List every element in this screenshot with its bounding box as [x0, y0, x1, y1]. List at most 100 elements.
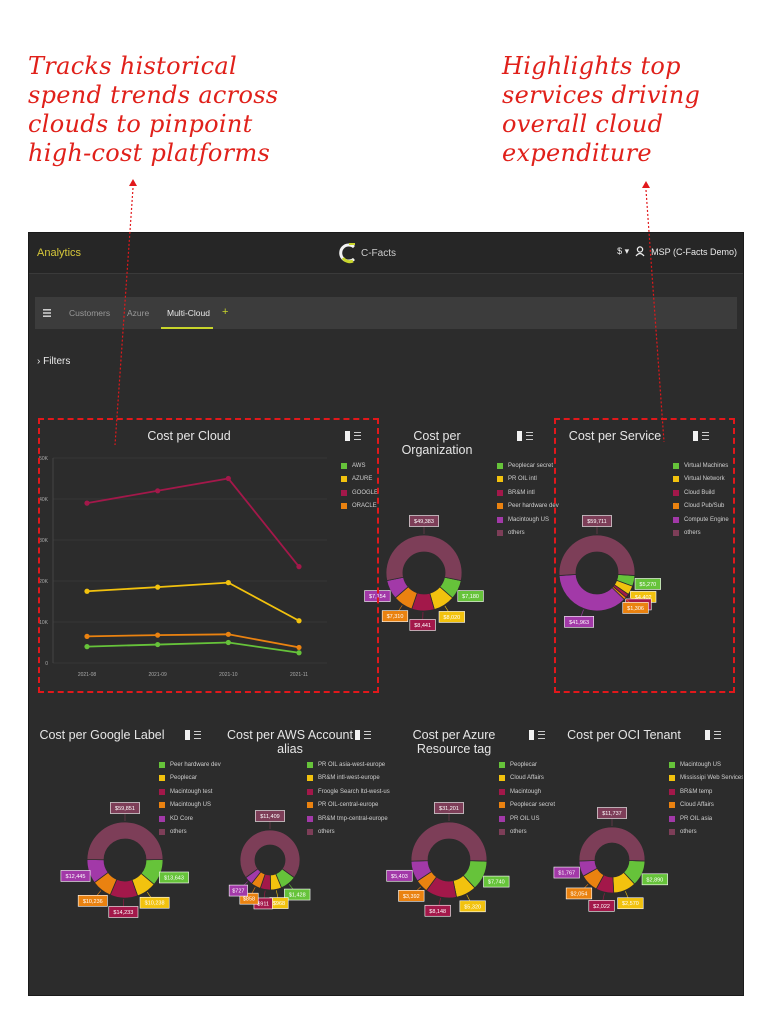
- legend-item[interactable]: Macintough: [499, 785, 555, 799]
- data-point: [225, 639, 231, 646]
- legend-item[interactable]: PR OIL-central-europe: [307, 799, 390, 813]
- user-icon[interactable]: [635, 246, 645, 257]
- data-label: $1,428: [289, 893, 306, 899]
- legend-item[interactable]: others: [669, 826, 743, 840]
- data-point: [225, 475, 231, 482]
- data-label: $10,236: [83, 899, 103, 905]
- legend-item[interactable]: Macintough US: [159, 799, 221, 813]
- panel-title: Cost per Organization: [401, 429, 473, 457]
- legend-item[interactable]: KD Core: [159, 812, 221, 826]
- legend-item[interactable]: Virtual Machines: [673, 459, 729, 473]
- legend-item[interactable]: AZURE: [341, 473, 378, 487]
- legend-swatch: [669, 815, 675, 822]
- tab-azure[interactable]: Azure: [127, 308, 150, 318]
- legend-item[interactable]: PR OIL asia-west-europe: [307, 758, 390, 772]
- series-line-google: [86, 477, 300, 568]
- legend-item[interactable]: Froogle Search ltd-west-us: [307, 785, 390, 799]
- legend-item[interactable]: AWS: [341, 459, 378, 473]
- menu-icon[interactable]: [538, 731, 545, 739]
- legend-item[interactable]: Virtual Network: [673, 473, 729, 487]
- legend-item[interactable]: Macintough US: [669, 758, 743, 772]
- data-point: [155, 641, 161, 648]
- legend-swatch: [673, 476, 679, 483]
- legend-item[interactable]: Cloud Build: [673, 486, 729, 500]
- data-label-box: [553, 866, 580, 879]
- hamburger-menu-icon[interactable]: [43, 309, 51, 317]
- legend-swatch: [669, 829, 675, 836]
- export-icon[interactable]: [705, 730, 710, 740]
- callout-line: overall cloud: [502, 110, 664, 138]
- data-label: $7,310: [387, 614, 404, 620]
- x-tick-label: 2021-10: [219, 672, 238, 678]
- legend-item[interactable]: BR&M tmp-central-europe: [307, 812, 390, 826]
- legend-item[interactable]: others: [673, 527, 729, 541]
- donut-slice: [410, 821, 488, 862]
- account-name[interactable]: MSP (C-Facts Demo): [651, 246, 737, 257]
- data-label: $858: [243, 897, 255, 903]
- legend-item[interactable]: PR OIL intl: [497, 473, 559, 487]
- app-title[interactable]: Analytics: [37, 247, 82, 259]
- data-label: $5,270: [639, 582, 656, 588]
- legend-item[interactable]: others: [307, 826, 390, 840]
- filters-toggle[interactable]: › Filters: [37, 356, 71, 367]
- legend-label: Peoplecar: [510, 761, 538, 768]
- legend-item[interactable]: GOOGLE: [341, 486, 378, 500]
- legend-item[interactable]: PR OIL asia: [669, 812, 743, 826]
- menu-icon[interactable]: [714, 731, 721, 739]
- tab-customers[interactable]: Customers: [69, 308, 111, 318]
- legend-item[interactable]: BR&M temp: [669, 785, 743, 799]
- export-icon[interactable]: [517, 431, 522, 441]
- add-tab-button[interactable]: +: [222, 306, 229, 318]
- legend-swatch: [673, 489, 679, 496]
- menu-icon[interactable]: [194, 731, 201, 739]
- export-icon[interactable]: [693, 431, 698, 441]
- legend-item[interactable]: Mississipi Web Services: [669, 772, 744, 786]
- legend-item[interactable]: ORACLE: [341, 500, 378, 514]
- data-label-box: [228, 884, 248, 897]
- legend-item[interactable]: Peoplecar secret: [499, 799, 555, 813]
- legend-item[interactable]: Macintough US: [497, 513, 559, 527]
- legend-item[interactable]: others: [499, 826, 555, 840]
- legend-swatch: [307, 815, 313, 822]
- legend-item[interactable]: Cloud Affairs: [499, 772, 555, 786]
- legend-item[interactable]: Cloud Affairs: [669, 799, 743, 813]
- legend-item[interactable]: Peoplecar: [159, 772, 221, 786]
- data-point: [296, 644, 302, 651]
- legend-item[interactable]: Peer hardware dev: [497, 500, 559, 514]
- currency-selector[interactable]: $ ▾: [617, 246, 630, 256]
- menu-icon[interactable]: [354, 432, 361, 440]
- legend-item[interactable]: Macintough test: [159, 785, 221, 799]
- legend-item[interactable]: others: [497, 527, 559, 541]
- tab-multi-cloud[interactable]: Multi-Cloud: [167, 308, 210, 318]
- legend-item[interactable]: Cloud Pub/Sub: [673, 500, 729, 514]
- legend-item[interactable]: Peer hardware dev: [159, 758, 221, 772]
- callout-line: high-cost platforms: [28, 139, 271, 167]
- data-label-box: [617, 897, 644, 910]
- y-tick-label: 20K: [39, 579, 49, 585]
- menu-icon[interactable]: [702, 432, 709, 440]
- panel-title: Cost per Azure Resource tag: [412, 728, 496, 756]
- legend-item[interactable]: Peoplecar secret: [497, 459, 559, 473]
- x-tick-label: 2021-08: [78, 672, 97, 678]
- legend-item[interactable]: PR OIL US: [499, 812, 555, 826]
- data-label: $2,022: [593, 904, 610, 910]
- export-icon[interactable]: [529, 730, 534, 740]
- legend-item[interactable]: BR&M intl-west-europe: [307, 772, 390, 786]
- export-icon[interactable]: [185, 730, 190, 740]
- legend-swatch: [341, 489, 347, 496]
- legend-item[interactable]: Peoplecar: [499, 758, 555, 772]
- callout-line: services driving: [502, 81, 701, 109]
- data-point: [84, 644, 90, 650]
- callout-line: clouds to pinpoint: [28, 110, 253, 138]
- legend-item[interactable]: others: [159, 826, 221, 840]
- legend-item[interactable]: Compute Engine: [673, 513, 729, 527]
- menu-icon[interactable]: [364, 731, 371, 739]
- callout-line: spend trends across: [28, 81, 279, 109]
- export-icon[interactable]: [355, 730, 360, 740]
- x-tick-label: 2021-09: [148, 672, 167, 678]
- legend-label: Mississipi Web Services: [680, 775, 744, 782]
- menu-icon[interactable]: [526, 432, 533, 440]
- legend-item[interactable]: BR&M intl: [497, 486, 559, 500]
- export-icon[interactable]: [345, 431, 350, 441]
